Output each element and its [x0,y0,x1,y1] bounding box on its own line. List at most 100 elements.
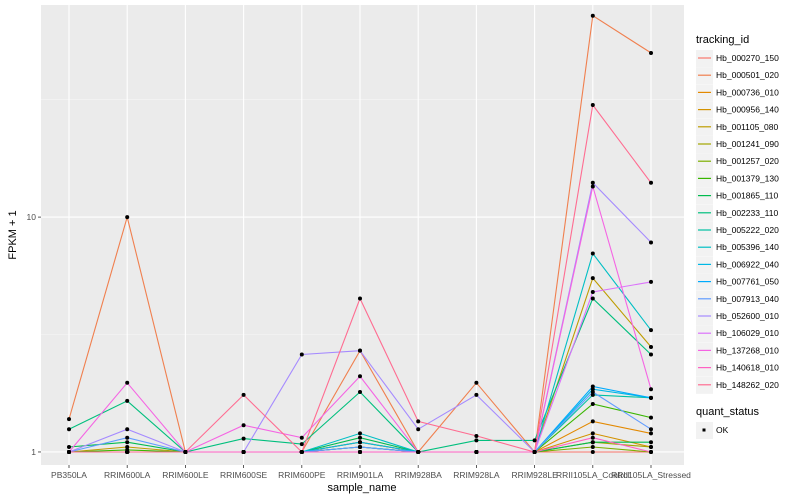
x-tick-label: PB350LA [51,470,87,480]
data-point [590,392,595,397]
data-point [474,433,479,438]
legend-label: Hb_140618_010 [716,363,779,373]
data-point [67,449,71,454]
data-point [532,449,537,454]
data-point [649,415,653,420]
data-point [125,435,130,440]
x-tick-label: RRIM901LA [337,470,384,480]
data-point [299,435,304,440]
data-point [241,449,246,454]
data-point [474,380,479,385]
legend-label: Hb_005396_140 [716,242,779,252]
legend: tracking_id Hb_000270_150 Hb_000501_020 Hb… [696,34,779,394]
data-point [590,444,595,449]
legend-label: Hb_006922_040 [716,259,779,269]
data-point [649,50,653,55]
data-point [590,103,595,108]
legend-label: Hb_002233_110 [716,208,779,218]
legend-label: Hb_000956_140 [716,105,779,115]
data-point [649,387,653,392]
data-point [241,392,246,397]
data-point [299,352,304,357]
x-tick-label: RRIM600PE [278,470,326,480]
data-point [67,417,71,422]
data-point [358,435,362,440]
legend-label: Hb_000270_150 [716,53,779,63]
data-points [67,13,653,454]
data-point [241,436,246,441]
data-point [125,215,130,220]
x-tick-label: RRIM928BA [395,470,443,480]
data-point [590,449,595,454]
x-tick-label: RRIM600LA [104,470,151,480]
data-point [358,444,362,449]
legend2-title: quant_status [696,406,759,418]
data-point [358,431,362,436]
legend-label: Hb_137268_010 [716,345,779,355]
legend2-items: OK [696,422,729,439]
data-point [67,444,71,449]
data-point [590,435,595,440]
data-point [649,240,653,245]
data-point [532,438,537,443]
legend-quant-status: quant_status OK [696,406,759,439]
data-point [358,390,362,395]
data-point [125,440,130,445]
data-point [474,392,479,397]
data-point [649,180,653,185]
x-axis-ticks: PB350LA RRIM600LA RRIM600LE RRIM600SE RRIM60… [51,465,691,480]
data-point [358,440,362,445]
legend2-key-point [702,428,706,432]
data-point [590,13,595,18]
legend-label: Hb_007761_050 [716,277,779,287]
x-axis-title: sample_name [327,482,396,494]
data-point [590,431,595,436]
data-point [358,296,362,301]
data-point [590,251,595,256]
data-point [241,423,246,428]
data-point [416,419,421,424]
data-point [474,438,479,443]
x-tick-label: RRIM600SE [220,470,268,480]
data-point [67,427,71,432]
legend-label: Hb_000501_020 [716,70,779,80]
data-point [125,427,130,432]
legend-label: Hb_000736_010 [716,87,779,97]
legend-label: Hb_106029_010 [716,328,779,338]
y-axis-title: FPKM + 1 [7,210,19,259]
data-point [125,380,130,385]
x-tick-label: RRIM928LE [511,470,558,480]
x-tick-label: RRII105LA_Control [556,470,630,480]
data-point [358,374,362,379]
data-point [183,449,188,454]
legend-label: Hb_148262_020 [716,380,779,390]
x-tick-label: RRIM600LE [162,470,209,480]
y-axis-ticks: 1 10 [27,212,41,457]
data-point [125,398,130,403]
panel-background [41,5,684,465]
data-point [474,449,479,454]
data-point [590,419,595,424]
data-point [299,442,304,447]
data-point [416,427,421,432]
y-tick-label: 10 [27,212,37,222]
data-point [125,444,130,449]
data-point [649,328,653,333]
data-point [590,384,595,389]
legend-label: Hb_005222_020 [716,225,779,235]
legend-label: Hb_001257_020 [716,156,779,166]
legend-label: Hb_007913_040 [716,294,779,304]
legend-label: Hb_001241_090 [716,139,779,149]
data-point [299,449,304,454]
legend-title: tracking_id [696,34,749,46]
data-point [649,431,653,436]
data-point [649,440,653,445]
legend2-label: OK [716,425,729,435]
legend-label: Hb_001105_080 [716,122,779,132]
legend-label: Hb_001379_130 [716,173,779,183]
data-point [358,449,362,454]
data-point [590,276,595,281]
data-point [649,279,653,284]
data-point [649,444,653,449]
